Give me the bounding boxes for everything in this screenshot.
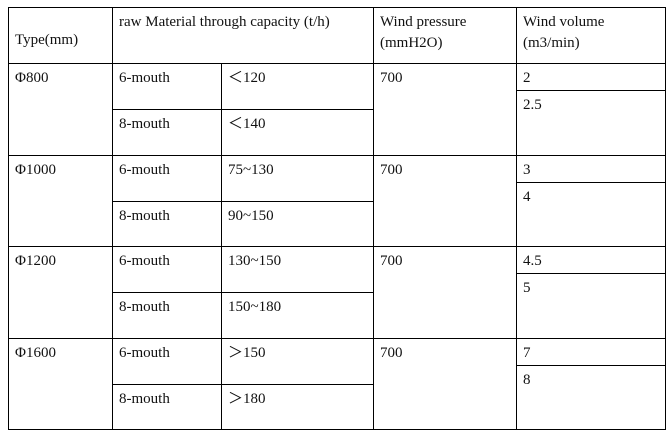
mouth-cell: 8-mouth xyxy=(112,201,222,247)
mouth-cell: 8-mouth xyxy=(112,384,222,430)
mouth-cell: 6-mouth xyxy=(112,338,222,385)
mouth-cell: 6-mouth xyxy=(112,63,222,110)
capacity-cell: 130~150 xyxy=(221,246,374,293)
type-cell: Φ1000 xyxy=(8,155,113,247)
volume-cell: 5 xyxy=(516,273,666,339)
volume-cell: 2.5 xyxy=(516,90,666,156)
volume-cell: 4.5 xyxy=(516,246,666,274)
mouth-cell: 8-mouth xyxy=(112,109,222,156)
capacity-cell: ＞180 xyxy=(221,384,374,430)
mouth-cell: 6-mouth xyxy=(112,246,222,293)
volume-cell: 4 xyxy=(516,182,666,247)
capacity-cell: 75~130 xyxy=(221,155,374,202)
pressure-cell: 700 xyxy=(373,246,517,339)
header-cell: Type(mm) xyxy=(8,7,113,64)
capacity-cell: ＜120 xyxy=(221,63,374,110)
pressure-cell: 700 xyxy=(373,155,517,247)
type-cell: Φ1200 xyxy=(8,246,113,339)
type-cell: Φ1600 xyxy=(8,338,113,430)
header-cell: Wind pressure (mmH2O) xyxy=(373,7,517,64)
capacity-cell: 150~180 xyxy=(221,292,374,339)
mouth-cell: 6-mouth xyxy=(112,155,222,202)
volume-cell: 2 xyxy=(516,63,666,91)
volume-cell: 3 xyxy=(516,155,666,183)
header-cell: Wind volume (m3/min) xyxy=(516,7,666,64)
type-cell: Φ800 xyxy=(8,63,113,156)
capacity-cell: ＜140 xyxy=(221,109,374,156)
capacity-cell: ＞150 xyxy=(221,338,374,385)
mouth-cell: 8-mouth xyxy=(112,292,222,339)
volume-cell: 8 xyxy=(516,365,666,430)
volume-cell: 7 xyxy=(516,338,666,366)
header-cell: raw Material through capacity (t/h) xyxy=(112,7,374,64)
pressure-cell: 700 xyxy=(373,63,517,156)
pressure-cell: 700 xyxy=(373,338,517,430)
capacity-cell: 90~150 xyxy=(221,201,374,247)
